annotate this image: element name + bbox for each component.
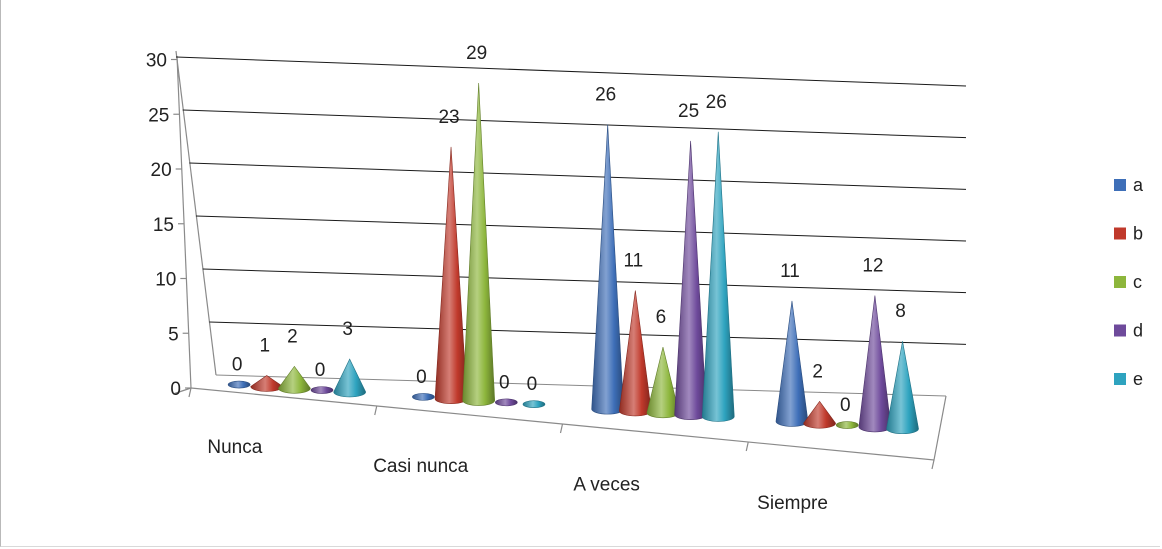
cone-e-siempre (886, 341, 919, 435)
data-label: 8 (895, 301, 906, 322)
x-category-label: Nunca (207, 437, 262, 458)
x-category-label: Siempre (757, 493, 828, 514)
gridline (202, 268, 967, 294)
gridline (182, 109, 967, 139)
legend-swatch (1114, 373, 1126, 385)
cone-b-nunca (250, 375, 284, 392)
cone-c-a-veces (646, 347, 680, 419)
y-tick-label: 15 (153, 215, 174, 236)
gridline (189, 162, 967, 190)
cone-a-siempre (775, 300, 809, 427)
legend-item-e: e (1114, 369, 1143, 389)
data-label: 0 (416, 367, 427, 388)
data-label: 0 (499, 372, 510, 393)
cone-e-casi-nunca (522, 400, 546, 409)
x-category-label: A veces (573, 474, 640, 495)
y-tick-label: 25 (148, 105, 169, 126)
data-label: 6 (656, 307, 667, 328)
legend-label: d (1133, 321, 1143, 341)
legend-swatch (1114, 276, 1126, 288)
cone-a-a-veces (591, 124, 624, 415)
legend-item-c: c (1114, 272, 1142, 292)
data-label: 11 (780, 261, 800, 282)
category-labels: Nunca Casi nunca A veces Siempre (207, 437, 828, 514)
cone-c-nunca (278, 365, 311, 394)
legend-swatch (1114, 227, 1126, 240)
legend-swatch (1114, 324, 1126, 337)
cones (227, 82, 919, 435)
legend: a b c d e (1114, 175, 1144, 389)
cone-d-nunca (310, 386, 334, 394)
legend-item-d: d (1114, 321, 1143, 341)
legend-label: c (1133, 272, 1142, 292)
legend-label: b (1133, 224, 1143, 244)
gridline (195, 215, 967, 242)
data-label: 26 (595, 84, 616, 105)
data-label: 0 (527, 374, 538, 395)
data-label: 25 (678, 101, 699, 122)
data-label: 0 (315, 360, 326, 381)
data-label: 0 (840, 395, 851, 416)
legend-item-b: b (1114, 224, 1143, 244)
y-tick-label: 10 (155, 270, 176, 291)
y-tick-label: 5 (168, 324, 179, 345)
gridline (175, 56, 967, 87)
x-category-label: Casi nunca (373, 456, 468, 477)
y-axis-ticks: 0 5 10 15 20 25 30 (146, 51, 191, 400)
cone-d-casi-nunca (495, 398, 518, 407)
cone-d-a-veces (674, 140, 707, 420)
cone-b-casi-nunca (434, 146, 468, 405)
data-label: 23 (438, 107, 459, 128)
y-tick-label: 0 (170, 379, 181, 400)
cone-b-a-veces (619, 290, 652, 417)
cone-d-siempre (858, 295, 892, 433)
data-label: 0 (232, 355, 243, 376)
data-label: 1 (259, 335, 270, 356)
legend-swatch (1114, 179, 1126, 191)
data-label: 2 (812, 361, 823, 382)
data-label: 26 (706, 92, 727, 113)
cone-c-siempre (835, 421, 859, 429)
cone-a-nunca (227, 380, 251, 389)
legend-item-a: a (1114, 175, 1144, 195)
data-label: 11 (623, 251, 643, 272)
cone-b-siempre (803, 400, 836, 429)
gridlines (175, 56, 967, 345)
cone-e-nunca (333, 358, 366, 398)
y-tick-label: 30 (146, 51, 167, 72)
legend-label: a (1133, 175, 1144, 195)
data-label: 29 (466, 43, 487, 64)
data-label: 3 (342, 319, 353, 340)
y-tick-label: 20 (151, 160, 172, 181)
cone-e-a-veces (701, 131, 735, 422)
data-label: 2 (287, 326, 298, 347)
cone-c-casi-nunca (462, 82, 495, 406)
data-label: 12 (862, 256, 883, 277)
cone-a-casi-nunca (412, 393, 435, 401)
legend-label: e (1133, 369, 1143, 389)
gridline (209, 321, 967, 345)
